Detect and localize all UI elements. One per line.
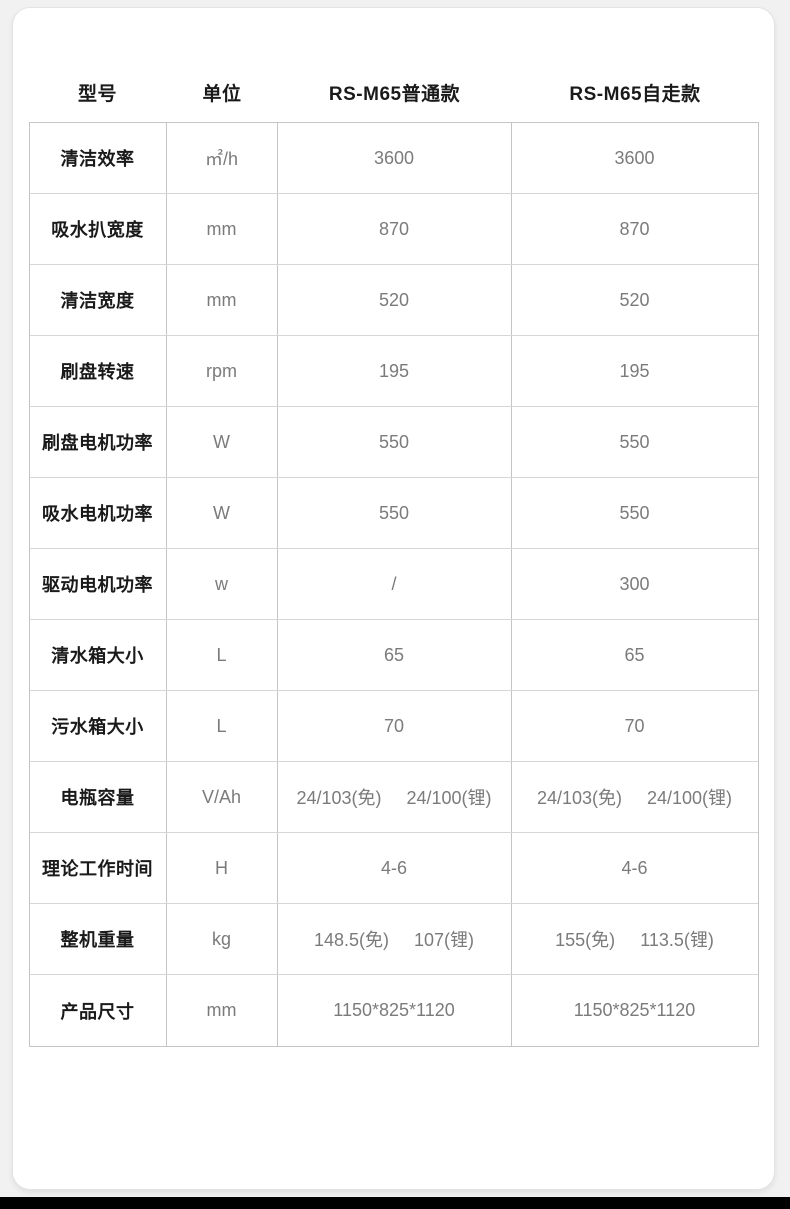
spec-value-selfpropelled: 1150*825*1120 [573,1000,696,1020]
spec-value-standard: 4-6 [278,833,512,903]
spec-value-standard: 65 [278,620,512,690]
spec-value-standard: 520 [278,265,512,335]
spec-label: 吸水扒宽度 [30,194,167,264]
spec-value-standard: 70 [278,691,512,761]
spec-label: 理论工作时间 [30,833,167,903]
spec-unit: L [167,691,278,761]
table-row: 清水箱大小 L 65 65 [29,620,758,691]
spec-unit: rpm [167,336,278,406]
table-row: 刷盘转速 rpm 195 195 [29,336,758,407]
spec-label: 驱动电机功率 [30,549,167,619]
spec-value-standard: 870 [278,194,512,264]
bottom-black-bar [0,1197,790,1209]
spec-value-standard: / [278,549,512,619]
spec-unit: ㎡/h [167,123,278,193]
spec-value-selfpropelled: 550 [619,502,650,523]
spec-value-selfpropelled: 4-6 [621,857,648,878]
table-row: 污水箱大小 L 70 70 [29,691,758,762]
spec-label: 整机重量 [30,904,167,974]
spec-unit: L [167,620,278,690]
spec-label: 清洁宽度 [30,265,167,335]
spec-unit: mm [167,975,278,1046]
table-row: 清洁效率 ㎡/h 3600 3600 [29,123,758,194]
spec-value-selfpropelled: 870 [619,218,650,239]
spec-value-standard: 148.5(免) 107(锂) [278,904,512,974]
table-row: 理论工作时间 H 4-6 4-6 [29,833,758,904]
spec-value-selfpropelled: 70 [624,715,645,736]
header-unit: 单位 [202,83,242,105]
spec-table: 清洁效率 ㎡/h 3600 3600 吸水扒宽度 mm 870 870 清洁宽度 mm 520 520… [28,122,759,1047]
spec-unit: W [167,478,278,548]
table-header-row: 型号 单位 RS-M65普通款 RS-M65自走款 [29,68,759,116]
spec-value-standard: 550 [278,478,512,548]
spec-value-selfpropelled: 520 [619,289,650,310]
spec-value-selfpropelled: 155(免) 113.5(锂) [555,930,714,950]
header-selfpropelled-model: RS-M65自走款 [569,83,701,105]
spec-label: 电瓶容量 [30,762,167,832]
spec-value-standard: 3600 [278,123,512,193]
spec-value-standard: 550 [278,407,512,477]
table-row: 整机重量 kg 148.5(免) 107(锂) 155(免) 113.5(锂) [29,904,758,975]
table-row: 刷盘电机功率 W 550 550 [29,407,758,478]
table-row: 驱动电机功率 w/ 300 [29,549,758,620]
spec-unit: H [167,833,278,903]
spec-label: 产品尺寸 [30,975,167,1046]
table-row: 产品尺寸 mm 1150*825*1120 1150*825*1120 [30,975,758,1046]
spec-label: 清洁效率 [30,123,167,193]
spec-value-selfpropelled: 195 [619,360,650,381]
spec-value-standard: 195 [278,336,512,406]
spec-label: 吸水电机功率 [30,478,167,548]
spec-unit: w [167,549,278,619]
table-row: 电瓶容量 V/Ah 24/103(免) 24/100(锂) 24/103(免) 24/… [29,762,758,833]
spec-value-selfpropelled: 65 [624,644,645,665]
spec-value-selfpropelled: 24/103(免) 24/100(锂) [536,788,733,808]
spec-value-selfpropelled: 3600 [614,147,655,168]
spec-value-standard: 1150*825*1120 [278,975,512,1046]
table-row: 吸水电机功率 W 550 550 [29,478,758,549]
spec-label: 清水箱大小 [30,620,167,690]
spec-unit: V/Ah [167,762,278,832]
table-row: 清洁宽度 mm 520 520 [29,265,758,336]
spec-value-standard: 24/103(免) 24/100(锂) [278,762,512,832]
spec-value-selfpropelled: 550 [619,431,650,452]
spec-unit: mm [167,265,278,335]
spec-unit: mm [167,194,278,264]
header-model: 型号 [77,83,117,105]
spec-unit: kg [167,904,278,974]
header-standard-model: RS-M65普通款 [328,83,461,105]
spec-label: 污水箱大小 [30,691,167,761]
spec-label: 刷盘电机功率 [30,407,167,477]
spec-value-selfpropelled: 300 [619,573,650,594]
spec-unit: W [167,407,278,477]
spec-label: 刷盘转速 [30,336,167,406]
table-row: 吸水扒宽度 mm 870 870 [29,194,758,265]
spec-card: 型号 单位 RS-M65普通款 RS-M65自走款 清洁效率 ㎡/h 3600 360… [12,7,775,1190]
